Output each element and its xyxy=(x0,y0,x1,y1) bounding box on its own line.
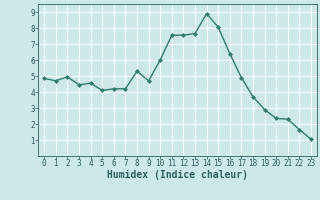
X-axis label: Humidex (Indice chaleur): Humidex (Indice chaleur) xyxy=(107,170,248,180)
